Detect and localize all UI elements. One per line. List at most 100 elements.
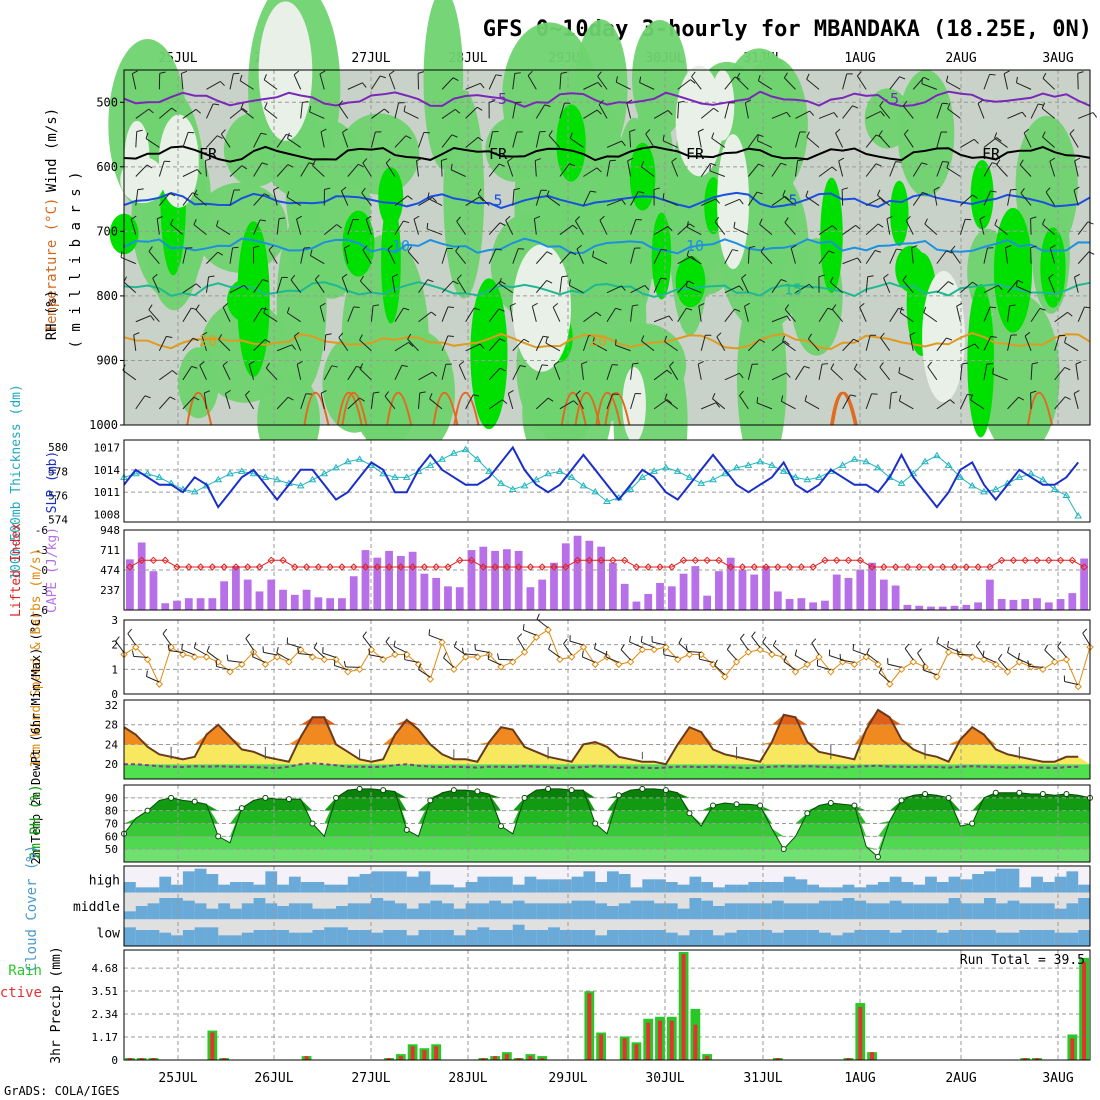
precip-conv-bar (504, 1054, 509, 1060)
upper-air-ylabels: Wind (m/s) Temperature (°C) RH (%) ( m i… (44, 108, 84, 349)
wind-barb (879, 366, 891, 381)
slp-left-tick: 578 (48, 465, 68, 478)
wind-barb (133, 334, 137, 351)
wind-barb (783, 661, 796, 671)
wind-barb-flag (548, 643, 552, 650)
cloud-cell (171, 884, 184, 893)
wind-barb-flag (527, 70, 533, 76)
wind-barb (583, 82, 599, 90)
wind-point (721, 673, 729, 681)
upper-ylabel-rh: RH (%) (44, 290, 60, 341)
wind-barb-flag (1015, 280, 1018, 287)
cloud-cell (595, 903, 608, 920)
wind-barb-flag (632, 362, 639, 365)
cloud-cell (724, 903, 738, 920)
wind-point (450, 665, 458, 674)
wind-barb (559, 73, 562, 90)
wind-barb-flag (856, 71, 862, 77)
wind-barb-flag (686, 307, 693, 311)
wind-barb-flag (359, 397, 365, 402)
wind-barb-flag (312, 160, 316, 166)
wind-barb (878, 135, 891, 148)
wind-barb-flag (852, 644, 855, 651)
wind-barb (276, 396, 289, 410)
wind-barb-flag (313, 642, 318, 649)
wind-barb-flag (169, 396, 176, 401)
cloud-cell (536, 930, 549, 946)
wind-barb-flag (902, 100, 908, 107)
li-point (432, 563, 440, 571)
wind-barb (1054, 396, 1066, 410)
wind-barb-flag (1042, 131, 1046, 138)
cloud-cell (654, 879, 667, 893)
precip-conv-bar (127, 1058, 132, 1060)
wind-barb-flag (896, 248, 903, 251)
rh-blob-high (556, 104, 586, 182)
wind-barb-flag (936, 636, 940, 643)
cloud-cell (972, 903, 985, 920)
cloud-cell (842, 884, 855, 893)
rh-ylabels: 2m RH (%) (28, 784, 44, 860)
wind-barb (563, 643, 573, 656)
wind-barb-flag (1039, 307, 1046, 311)
wind-barb-flag (662, 134, 665, 141)
rh-point (639, 785, 646, 792)
wind-barb-flag (454, 108, 461, 114)
wind-barb-flag (477, 188, 482, 195)
wind-barb-flag (744, 302, 750, 307)
cloud-cell (194, 903, 207, 920)
wind-barb-flag (262, 279, 269, 282)
wind-barb (314, 279, 325, 293)
wind-barb (418, 371, 433, 381)
wind-barb (739, 395, 749, 410)
wind-barb (911, 247, 914, 264)
wind-barb (936, 399, 951, 410)
wind-barb-flag (990, 335, 997, 338)
wind-barb-flag (201, 331, 208, 336)
cloud-cell (265, 903, 278, 920)
cape-bar (703, 595, 712, 610)
li-point (279, 556, 287, 565)
rh-point (945, 794, 952, 801)
precip-conv-bar (1035, 1058, 1039, 1060)
thickness-point (697, 479, 706, 486)
wind-barb-flag (1041, 102, 1046, 109)
precip-conv-bar (646, 1022, 651, 1060)
li-point (1009, 556, 1018, 565)
wind-barb-flag (498, 163, 505, 167)
wind-barb (615, 344, 631, 352)
cloud-cell (795, 930, 808, 946)
cloud-cell (771, 932, 785, 946)
wind-barb-flag (733, 221, 736, 228)
wind-barb (552, 306, 561, 322)
wind-barb (293, 335, 302, 351)
wind-barb (394, 341, 409, 352)
cloud-cell (901, 882, 914, 893)
cloud-cell (135, 930, 149, 946)
wind-barb (960, 281, 973, 294)
wind-barb-flag (948, 281, 954, 286)
wind-barb (583, 109, 598, 119)
cloud-cell (124, 882, 137, 893)
wind-barb (393, 646, 407, 653)
wind-barb (982, 656, 996, 663)
cape-bar (349, 576, 358, 610)
contour-label: FR (686, 145, 705, 163)
wind-barb (714, 221, 726, 235)
wind-barb-flag (835, 128, 841, 134)
wind-barb (842, 73, 848, 90)
wind-barb-flag (759, 338, 766, 343)
wind-barb-flag (232, 246, 239, 249)
wind-barb-flag (794, 649, 798, 656)
wind-barb (244, 394, 255, 410)
wind-barb (886, 218, 891, 235)
cape-tick: 237 (100, 584, 120, 597)
wind-barb (309, 111, 325, 119)
thickness-point (885, 473, 894, 480)
wind-point (874, 660, 882, 669)
wind-barb-flag (1021, 111, 1027, 118)
warm-contour (336, 391, 363, 426)
wind-barb-flag (1019, 159, 1024, 166)
wind-barb (443, 657, 455, 668)
